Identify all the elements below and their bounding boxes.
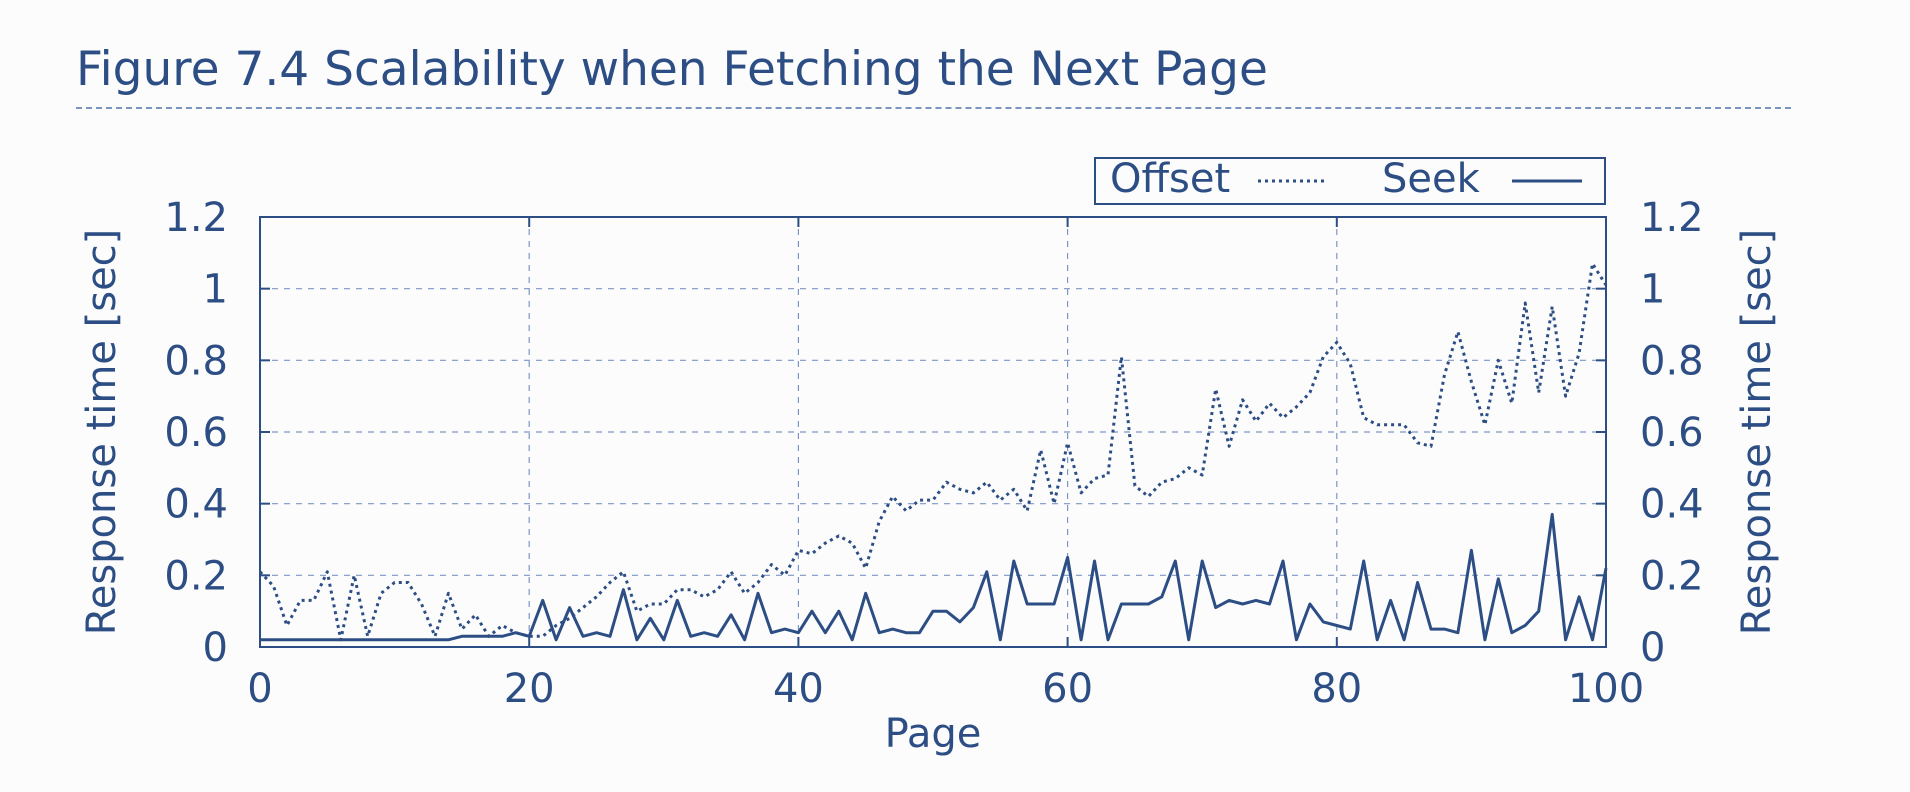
figure-title: Figure 7.4 Scalability when Fetching the…: [76, 42, 1268, 97]
legend: Offset Seek: [1094, 156, 1606, 205]
title-divider: [76, 107, 1791, 109]
series-line-offset: [258, 262, 1608, 642]
y-tick-label-right: 1: [1640, 267, 1665, 313]
x-tick-label: 20: [504, 666, 555, 712]
x-tick-label: 60: [1042, 666, 1093, 712]
y-tick-label-left: 0: [203, 625, 228, 671]
series-line-seek: [260, 512, 1608, 642]
y-tick-label-right: 0: [1640, 625, 1665, 671]
y-tick-label-left: 0.2: [164, 553, 228, 599]
y-axis-label-left: Response time [sec]: [79, 229, 125, 636]
series-layer: [258, 262, 1608, 642]
y-tick-label-left: 1.2: [164, 195, 228, 241]
y-tick-label-left: 1: [203, 267, 228, 313]
y-tick-label-left: 0.4: [164, 482, 228, 528]
legend-label-offset: Offset: [1110, 156, 1230, 202]
legend-label-seek: Seek: [1382, 156, 1481, 202]
y-tick-label-right: 0.2: [1640, 553, 1704, 599]
y-tick-label-left: 0.8: [164, 338, 228, 384]
y-axis-label-right: Response time [sec]: [1734, 229, 1780, 636]
x-axis-label: Page: [885, 711, 982, 757]
x-tick-label: 40: [773, 666, 824, 712]
y-tick-label-right: 0.4: [1640, 482, 1704, 528]
y-tick-label-right: 0.8: [1640, 338, 1704, 384]
x-tick-label: 100: [1568, 666, 1644, 712]
y-tick-label-left: 0.6: [164, 410, 228, 456]
y-tick-label-right: 1.2: [1640, 195, 1704, 241]
x-tick-label: 80: [1311, 666, 1362, 712]
y-tick-label-right: 0.6: [1640, 410, 1704, 456]
grid-lines: [260, 217, 1606, 647]
x-tick-label: 0: [247, 666, 272, 712]
